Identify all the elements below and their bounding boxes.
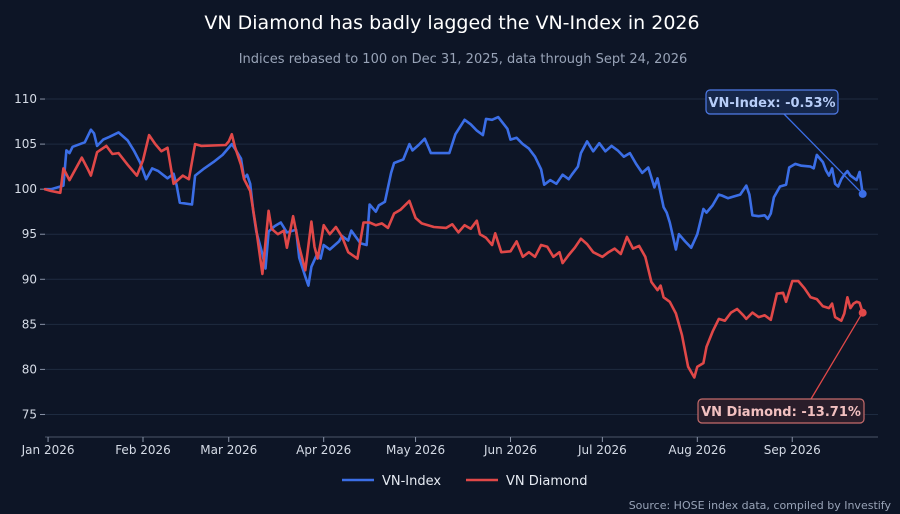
x-axis-ticks: Jan 2026 Feb 2026 Mar 2026 Apr 2026 May 2026… [21,437,821,457]
x-tick-label-7: Aug 2026 [668,443,726,457]
y-tick-label-105: 105 [14,137,37,151]
y-tick-label-100: 100 [14,182,37,196]
annotation-arrow-1 [810,315,862,400]
end-point-1 [858,308,867,317]
x-tick-label-3: Apr 2026 [296,443,351,457]
x-tick-label-0: Jan 2026 [21,443,75,457]
y-tick-label-75: 75 [22,407,37,421]
series-line-0 [43,115,864,287]
annotation-box-0 [705,89,839,115]
series-lines [43,115,864,379]
chart-subtitle: Indices rebased to 100 on Dec 31, 2025, … [239,52,688,67]
y-tick-label-95: 95 [22,227,37,241]
x-tick-label-4: May 2026 [386,443,445,457]
y-axis-ticks: 75 80 85 90 95 100 105 110 [14,92,45,421]
x-tick-label-6: Jul 2026 [577,443,627,457]
source-note: Source: HOSE index data, compiled by Inv… [629,499,892,512]
y-tick-label-85: 85 [22,317,37,331]
series-line-1 [43,132,864,379]
x-tick-label-2: Mar 2026 [200,443,257,457]
x-tick-label-1: Feb 2026 [115,443,171,457]
annotations: VN-Index: -0.53% VN Diamond: -13.71% [697,89,867,424]
annotation-box-1 [697,398,865,424]
annotation-arrow-0 [783,113,861,192]
legend: VN-Index VN Diamond [342,474,587,489]
y-tick-label-80: 80 [22,362,37,376]
end-point-0 [858,189,867,198]
annotation-label-0: VN-Index: -0.53% [708,96,835,111]
y-tick-label-90: 90 [22,272,37,286]
legend-label-vn-index[interactable]: VN-Index [382,474,441,489]
legend-label-vn-diamond[interactable]: VN Diamond [506,474,587,489]
grid [45,98,878,415]
y-tick-label-110: 110 [14,92,37,106]
chart-title: VN Diamond has badly lagged the VN-Index… [204,12,699,34]
x-tick-label-8: Sep 2026 [764,443,821,457]
x-tick-label-5: Jun 2026 [483,443,537,457]
annotation-label-1: VN Diamond: -13.71% [701,405,861,420]
